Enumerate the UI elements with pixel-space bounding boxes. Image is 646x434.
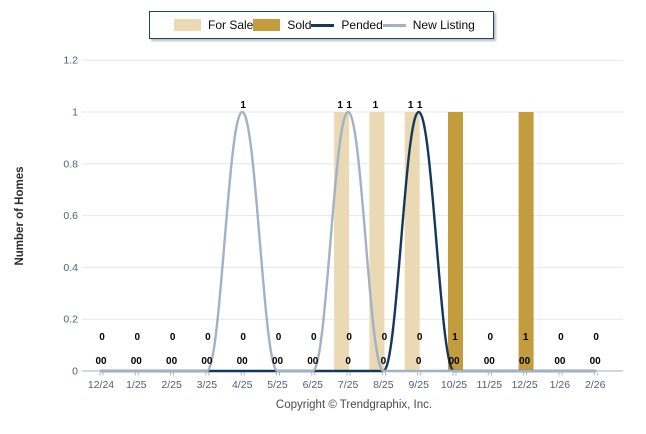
bar-for-sale — [334, 112, 350, 371]
y-tick-label: 0.4 — [63, 262, 78, 274]
chart-legend: For Sale Sold Pended New Listing — [149, 11, 494, 39]
value-label-top: 1 — [337, 100, 343, 111]
value-label-top: 1 — [240, 100, 246, 111]
value-label-top: 1 — [373, 100, 379, 111]
value-label-upper-row: 0 — [488, 332, 494, 343]
x-tick-label: 9/25 — [408, 379, 429, 391]
value-label-lower-row: 00 — [554, 356, 566, 367]
x-tick-label: 12/25 — [511, 379, 537, 391]
legend-swatch-line-icon — [311, 23, 335, 27]
line-new-listing — [99, 110, 597, 373]
value-label-upper-row: 0 — [417, 332, 423, 343]
y-tick-label: 1.2 — [63, 55, 78, 67]
value-label-lower-row: 00 — [272, 356, 284, 367]
y-tick-label: 0.2 — [63, 314, 78, 326]
x-tick-label: 6/25 — [303, 379, 324, 391]
legend-item-new-listing: New Listing — [382, 18, 475, 32]
value-label-upper-row: 0 — [311, 332, 317, 343]
value-label-lower-row: 00 — [201, 356, 213, 367]
value-label-upper-row: 0 — [382, 332, 388, 343]
value-label-upper-row: 0 — [205, 332, 211, 343]
x-tick-label: 8/25 — [373, 379, 394, 391]
value-label-lower-row: 00 — [307, 356, 319, 367]
legend-label: Sold — [287, 18, 312, 32]
value-label-upper-row: 1 — [523, 332, 529, 343]
value-label-top: 1 — [417, 100, 423, 111]
legend-item-for-sale: For Sale — [174, 18, 253, 32]
x-tick-label: 7/25 — [338, 379, 359, 391]
value-label-lower-row: 00 — [131, 356, 143, 367]
bar-for-sale — [369, 112, 385, 371]
value-label-lower-row: 00 — [484, 356, 496, 367]
legend-label: Pended — [341, 18, 383, 32]
x-tick-label: 10/25 — [441, 379, 467, 391]
x-tick-label: 11/25 — [477, 379, 503, 391]
y-tick-label: 0 — [72, 366, 78, 378]
value-label-lower-row: 00 — [237, 356, 249, 367]
value-label-upper-row: 0 — [170, 332, 176, 343]
value-label-upper-row: 0 — [135, 332, 141, 343]
value-label-lower-row: 0 — [381, 356, 387, 367]
value-label-lower-row: 00 — [166, 356, 178, 367]
value-label-lower-row: 00 — [519, 356, 531, 367]
value-label-lower-row: 00 — [448, 356, 460, 367]
x-tick-label: 1/25 — [126, 379, 147, 391]
x-tick-label: 2/25 — [161, 379, 182, 391]
value-label-top: 1 — [408, 100, 414, 111]
legend-swatch-bar-icon — [253, 19, 281, 31]
value-label-lower-row: 0 — [345, 356, 351, 367]
bar-sold — [518, 112, 534, 371]
x-tick-label: 3/25 — [197, 379, 218, 391]
value-label-lower-row: 00 — [95, 356, 107, 367]
legend-swatch-bar-icon — [174, 19, 201, 31]
value-label-top: 1 — [346, 100, 352, 111]
value-label-upper-row: 0 — [346, 332, 352, 343]
value-label-upper-row: 0 — [593, 332, 599, 343]
x-tick-label: 1/26 — [550, 379, 571, 391]
value-label-upper-row: 0 — [558, 332, 564, 343]
bar-for-sale — [404, 112, 420, 371]
legend-label: New Listing — [412, 18, 475, 32]
value-label-upper-row: 0 — [99, 332, 105, 343]
bar-sold — [448, 112, 463, 371]
x-tick-label: 4/25 — [232, 379, 253, 391]
x-tick-label: 12/24 — [88, 379, 114, 391]
legend-swatch-line-icon — [382, 23, 406, 27]
value-label-upper-row: 1 — [452, 332, 458, 343]
copyright-text: Copyright © Trendgraphix, Inc. — [275, 399, 433, 411]
x-tick-label: 2/26 — [585, 379, 606, 391]
legend-label: For Sale — [208, 18, 254, 32]
legend-item-pended: Pended — [311, 18, 383, 32]
x-tick-label: 5/25 — [267, 379, 288, 391]
y-tick-label: 0.6 — [63, 210, 78, 222]
y-tick-label: 0.8 — [63, 158, 78, 170]
value-label-lower-row: 0 — [416, 356, 422, 367]
value-label-upper-row: 0 — [240, 332, 246, 343]
value-label-upper-row: 0 — [276, 332, 282, 343]
legend-item-sold: Sold — [253, 18, 311, 32]
y-tick-label: 1 — [72, 107, 78, 119]
value-label-lower-row: 00 — [590, 356, 602, 367]
